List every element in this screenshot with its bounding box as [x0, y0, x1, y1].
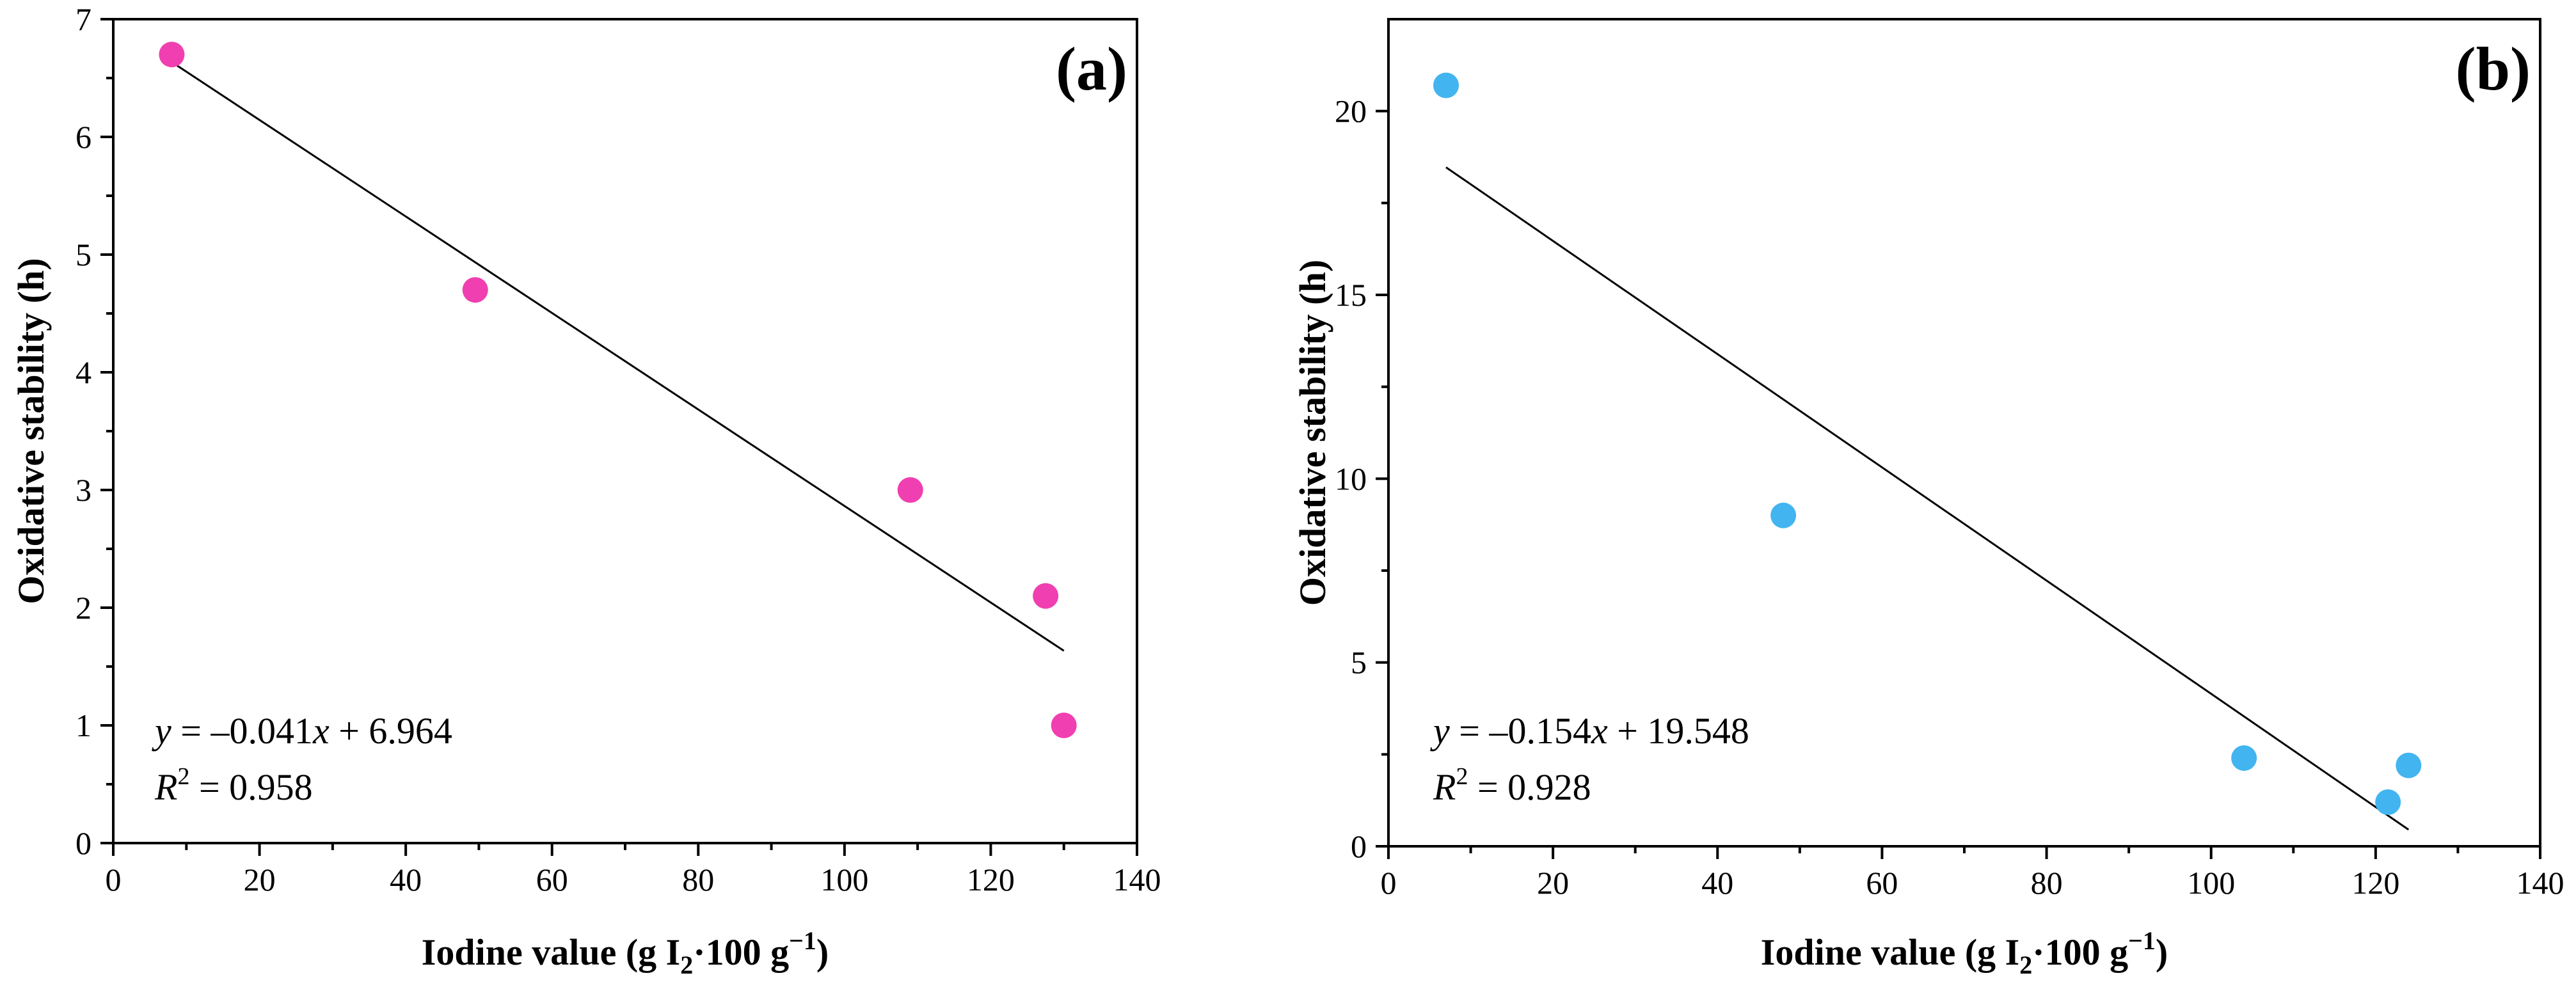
data-point — [897, 477, 923, 503]
equation-intercept: + 19.548 — [1608, 710, 1749, 752]
x-title-end: ) — [2156, 931, 2168, 973]
x-tick-label: 120 — [2351, 865, 2399, 901]
equation-y-var: y — [152, 710, 171, 752]
chart-b-svg: 0 20 40 60 80 100 120 140 0 5 10 15 20 y = –0.154x + … — [1292, 18, 2564, 979]
x-tick-label: 120 — [967, 862, 1015, 897]
x-tick-label: 80 — [682, 862, 714, 897]
x-tick-label: 60 — [536, 862, 568, 897]
y-axis-title: Oxidative stability (h) — [1292, 260, 1333, 606]
chart-panel-b: 0 20 40 60 80 100 120 140 0 5 10 15 20 y = –0.154x + … — [1288, 0, 2576, 1003]
equation-x-var: x — [1591, 710, 1608, 752]
y-tick-label: 6 — [76, 119, 91, 155]
r-var: R — [1433, 766, 1456, 808]
data-point — [1033, 583, 1059, 609]
x-axis-title: Iodine value (g I2·100 g−1) — [1761, 926, 2168, 979]
equation-x-var: x — [312, 710, 330, 752]
chart-panel-a: 0 20 40 60 80 100 120 140 0 1 2 3 4 5 6 7 y = –0.041x + … — [10, 1, 1161, 979]
panel-label: (b) — [2456, 35, 2531, 103]
r-squared: R2 = 0.958 — [154, 763, 313, 808]
y-tick-label: 15 — [1335, 277, 1367, 313]
r-var: R — [154, 766, 177, 808]
panel-label: (a) — [1056, 35, 1127, 103]
y-tick-label: 20 — [1335, 93, 1367, 129]
x-title-end: ) — [816, 931, 829, 973]
x-tick-label: 100 — [2187, 865, 2235, 901]
x-title-subscript: 2 — [2019, 951, 2032, 979]
x-tick-label: 0 — [1381, 865, 1397, 901]
y-tick-label: 0 — [1351, 828, 1367, 864]
chart-a-svg: 0 20 40 60 80 100 120 140 0 1 2 3 4 5 6 7 y = –0.041x + … — [10, 1, 1161, 979]
r-value: = 0.928 — [1468, 766, 1591, 808]
x-tick-label: 140 — [2516, 865, 2564, 901]
data-point — [1433, 72, 1459, 99]
x-tick-label: 20 — [244, 862, 276, 897]
r-superscript: 2 — [1456, 763, 1468, 790]
x-tick-label: 0 — [106, 862, 122, 897]
y-tick-label: 5 — [1351, 645, 1367, 681]
x-tick-label: 20 — [1537, 865, 1569, 901]
regression-equation: y = –0.154x + 19.548 — [1430, 710, 1749, 752]
equation-slope: = –0.041 — [171, 710, 313, 752]
regression-equation: y = –0.041x + 6.964 — [152, 710, 452, 752]
x-title-mid: ·100 g — [2032, 931, 2128, 973]
x-title-superscript: −1 — [2128, 926, 2156, 955]
r-superscript: 2 — [177, 763, 189, 790]
x-tick-label: 100 — [820, 862, 868, 897]
equation-y-var: y — [1430, 710, 1450, 752]
data-point — [2231, 745, 2257, 771]
x-title-subscript: 2 — [680, 951, 693, 979]
y-tick-label: 1 — [76, 707, 91, 743]
y-tick-label: 7 — [76, 1, 91, 37]
equation-intercept: + 6.964 — [330, 710, 452, 752]
y-tick-label: 4 — [76, 354, 91, 390]
x-axis-title: Iodine value (g I2·100 g−1) — [422, 926, 829, 979]
equation-slope: = –0.154 — [1450, 710, 1591, 752]
r-squared: R2 = 0.928 — [1433, 763, 1591, 808]
data-point — [2375, 789, 2401, 816]
data-point — [159, 42, 185, 68]
x-title-mid: ·100 g — [693, 931, 789, 973]
x-title-main: Iodine value (g I — [422, 931, 680, 973]
data-point — [462, 277, 488, 303]
data-point — [1051, 713, 1077, 738]
x-tick-label: 60 — [1866, 865, 1898, 901]
x-tick-label: 40 — [390, 862, 422, 897]
regression-line — [171, 61, 1065, 652]
y-tick-label: 3 — [76, 472, 91, 508]
regression-line — [1445, 166, 2410, 831]
y-tick-label: 10 — [1335, 461, 1367, 496]
y-tick-label: 5 — [76, 237, 91, 272]
data-point — [1770, 502, 1797, 528]
data-point — [2396, 752, 2422, 778]
x-tick-label: 40 — [1701, 865, 1733, 901]
r-value: = 0.958 — [189, 766, 312, 808]
y-tick-label: 0 — [76, 825, 91, 861]
x-tick-label: 140 — [1113, 862, 1161, 897]
y-tick-label: 2 — [76, 590, 91, 626]
x-title-main: Iodine value (g I — [1761, 931, 2019, 973]
x-tick-label: 80 — [2031, 865, 2063, 901]
x-title-superscript: −1 — [789, 926, 816, 955]
y-axis-title: Oxidative stability (h) — [10, 258, 52, 604]
